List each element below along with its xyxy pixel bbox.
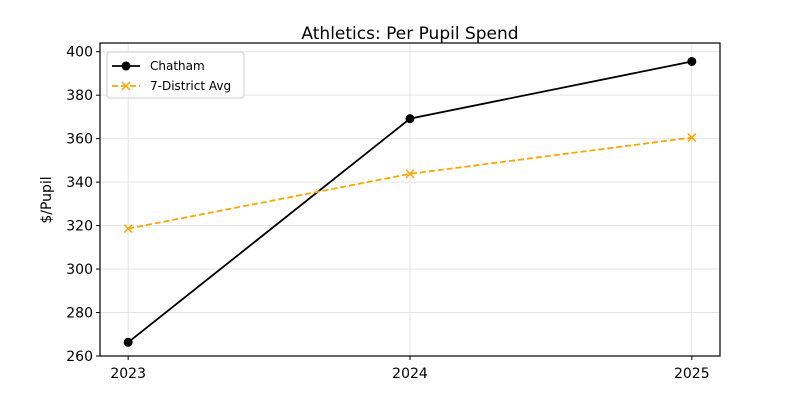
y-tick-label: 340: [66, 175, 93, 191]
y-tick-label: 320: [66, 219, 93, 235]
y-tick-label: 400: [66, 45, 93, 61]
y-axis-label: $/Pupil: [39, 176, 55, 223]
series-line: [128, 136, 692, 230]
x-marker-stroke: [123, 224, 133, 234]
x-marker-stroke: [121, 81, 131, 91]
x-marker-stroke: [405, 169, 415, 179]
data-point: [121, 81, 131, 91]
data-point: [687, 56, 697, 66]
data-point: [121, 61, 131, 71]
y-tick-label: 260: [66, 349, 93, 365]
series-chatham: [123, 56, 697, 347]
data-point: [405, 114, 415, 124]
y-tick-label: 360: [66, 132, 93, 148]
legend: Chatham 7-District Avg: [106, 51, 245, 99]
y-tick-label: 300: [66, 262, 93, 278]
legend-label: 7-District Avg: [150, 79, 231, 93]
data-point: [687, 133, 697, 143]
y-tick-label: 380: [66, 88, 93, 104]
legend-box: [106, 51, 245, 99]
x-tick-label: 2024: [392, 366, 428, 382]
y-tick-label: 280: [66, 306, 93, 322]
series-7-district-avg: [123, 133, 697, 234]
x-marker-stroke: [687, 133, 697, 143]
data-point: [405, 169, 415, 179]
data-point: [123, 224, 133, 234]
chart-title: Athletics: Per Pupil Spend: [301, 24, 518, 44]
plot-frame: [99, 42, 721, 357]
x-tick-label: 2025: [674, 366, 710, 382]
legend-label: Chatham: [150, 59, 205, 73]
data-point: [123, 337, 133, 347]
x-tick-label: 2023: [110, 366, 146, 382]
